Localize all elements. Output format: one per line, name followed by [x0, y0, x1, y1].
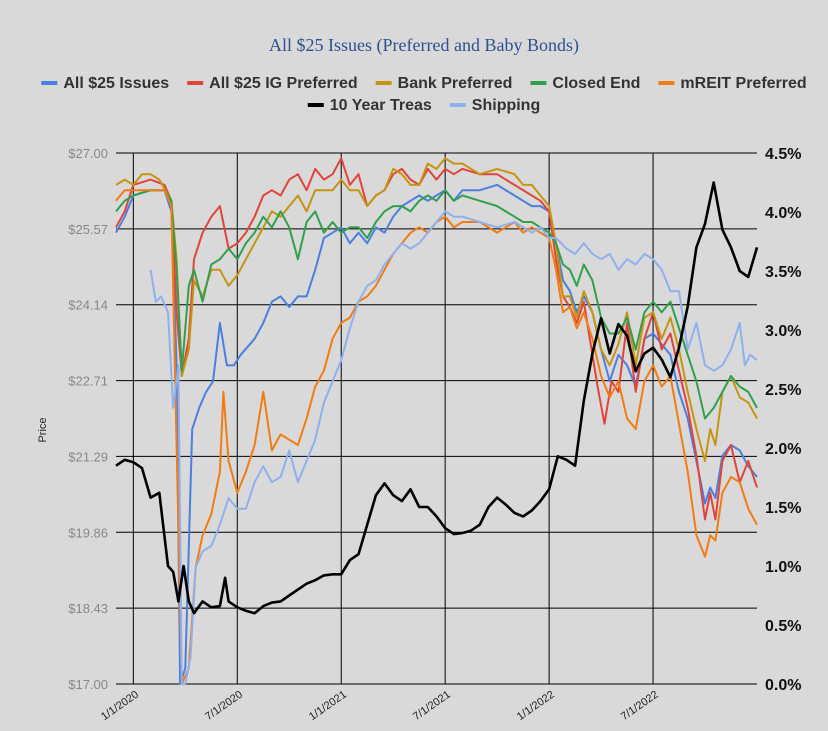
legend-label-10-year-treas: 10 Year Treas [330, 97, 432, 114]
legend: All $25 Issues All $25 IG Preferred Bank P… [41, 75, 807, 114]
series-line-shipping [149, 210, 758, 685]
y-left-tick-label: $18.43 [68, 601, 108, 616]
y-right-tick-label: 3.5% [765, 264, 801, 281]
y-left-tick-label: $21.29 [68, 449, 108, 464]
y-left-tick-label: $17.00 [68, 677, 108, 692]
y-right-tick-label: 2.0% [765, 441, 801, 458]
series-line-10-year-treas [115, 181, 759, 615]
y-right-tick-label: 2.5% [765, 382, 801, 399]
y-axis-right: 4.5% 4.0% 3.5% 3.0% 2.5% 2.0% 1.5% 1.0% 0.5% 0.0% [765, 146, 801, 694]
legend-label-shipping: Shipping [472, 97, 540, 114]
y-axis-left: $27.00 $25.57 $24.14 $22.71 $21.29 $19.86 $18.… [68, 146, 108, 692]
y-right-tick-label: 3.0% [765, 323, 801, 340]
y-left-tick-label: $27.00 [68, 146, 108, 161]
y-left-tick-label: $22.71 [68, 374, 108, 389]
legend-label-all-25-ig-preferred: All $25 IG Preferred [209, 75, 358, 92]
series-line-all-25-ig-preferred [115, 157, 758, 521]
y-axis-label: Price [37, 417, 49, 442]
y-right-tick-label: 1.0% [765, 559, 801, 576]
series-line-closed-end [115, 189, 758, 420]
y-left-tick-label: $25.57 [68, 222, 108, 237]
legend-label-all-25-issues: All $25 Issues [63, 75, 169, 92]
legend-label-bank-preferred: Bank Preferred [398, 75, 513, 92]
y-right-tick-label: 0.0% [765, 677, 801, 694]
series-layer [115, 157, 759, 685]
y-right-tick-label: 4.5% [765, 146, 801, 163]
y-right-tick-label: 4.0% [765, 205, 801, 222]
legend-label-closed-end: Closed End [552, 75, 640, 92]
chart-title: All $25 Issues (Preferred and Baby Bonds… [269, 35, 579, 56]
series-line-bank-preferred [115, 157, 758, 462]
y-right-tick-label: 0.5% [765, 618, 801, 635]
y-right-tick-label: 1.5% [765, 500, 801, 517]
y-left-tick-label: $19.86 [68, 525, 108, 540]
y-left-tick-label: $24.14 [68, 298, 108, 313]
legend-label-mreit-preferred: mREIT Preferred [680, 75, 806, 92]
